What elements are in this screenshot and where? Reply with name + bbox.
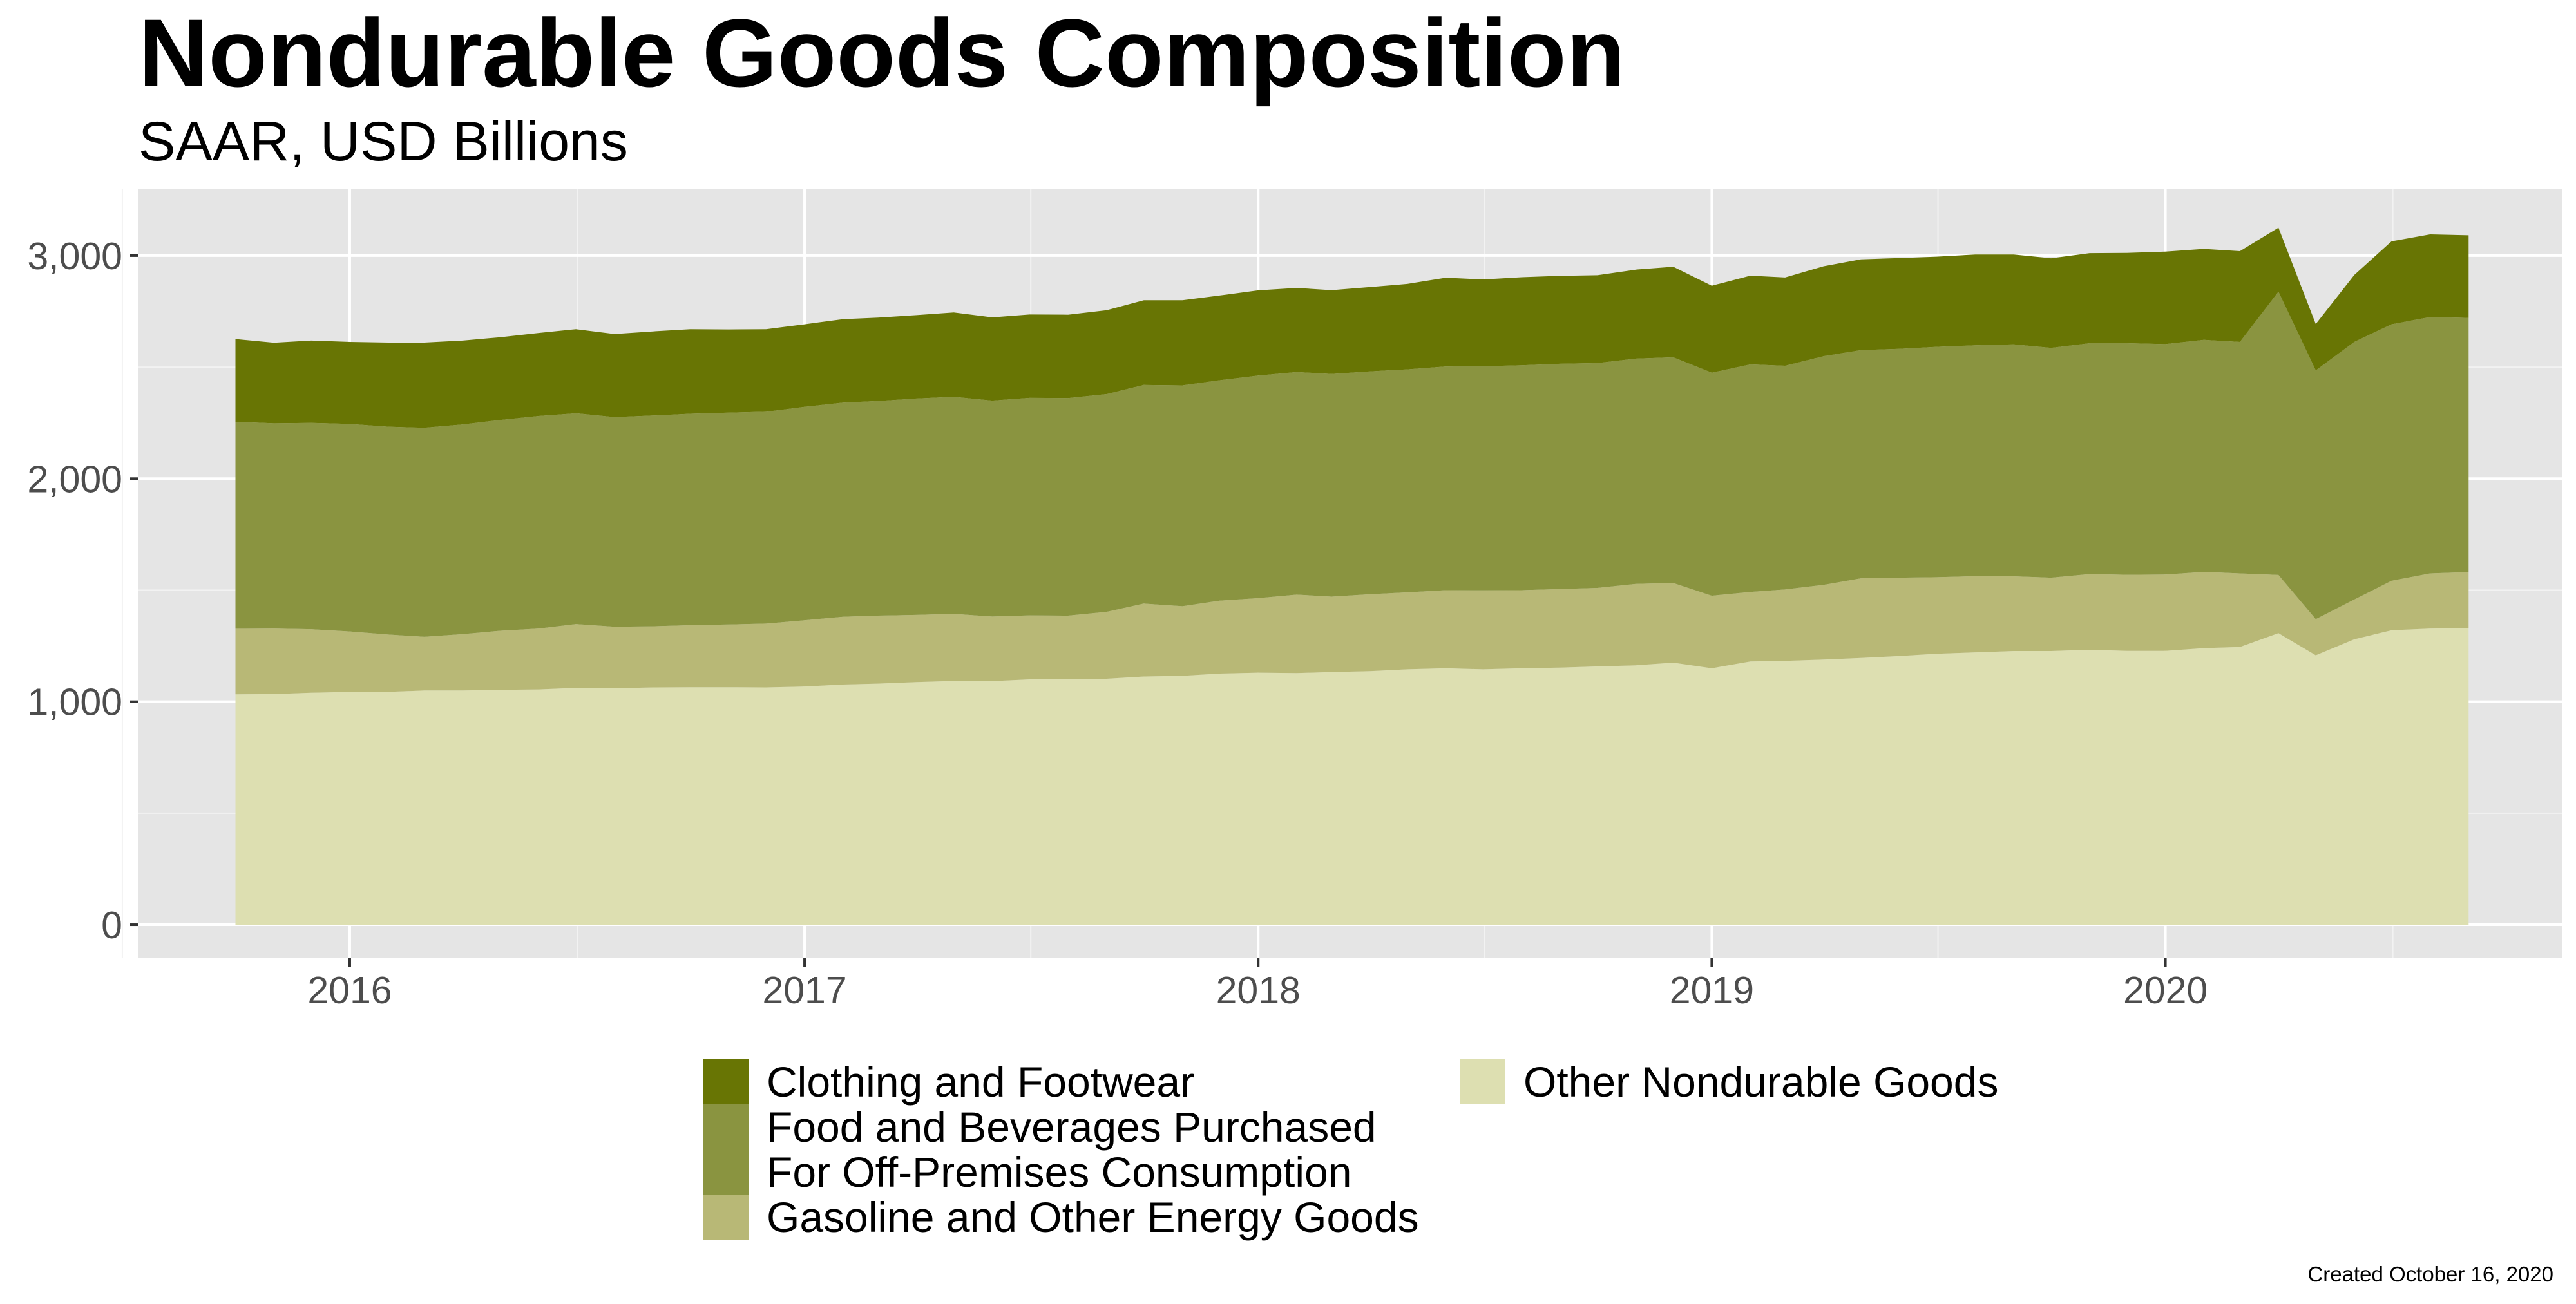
y-tick-label: 0	[101, 904, 122, 947]
chart-caption: Created October 16, 2020	[2307, 1262, 2553, 1286]
x-tick-label: 2020	[2123, 969, 2208, 1012]
legend-swatch-clothing	[703, 1059, 749, 1104]
area-series-food-and-beverages-purchased-for-off-premises-consumption	[235, 292, 2469, 637]
x-tick-label: 2018	[1216, 969, 1301, 1012]
area-series-gasoline-and-other-energy-goods	[235, 572, 2469, 695]
legend-item-clothing: Clothing and Footwear	[703, 1059, 1194, 1104]
legend-swatch-gasoline	[703, 1195, 749, 1240]
legend-label-gasoline: Gasoline and Other Energy Goods	[767, 1193, 1419, 1241]
chart-title: Nondurable Goods Composition	[138, 0, 1626, 107]
area-series-clothing-and-footwear	[235, 227, 2469, 428]
legend-swatch-food	[703, 1104, 749, 1195]
x-tick-label: 2019	[1670, 969, 1754, 1012]
y-tick-label: 2,000	[27, 458, 122, 500]
x-tick-label: 2016	[307, 969, 392, 1012]
legend-item-food: Food and Beverages Purchased For Off-Pre…	[703, 1104, 1377, 1195]
y-tick-label: 1,000	[27, 681, 122, 724]
legend-label-other: Other Nondurable Goods	[1523, 1058, 1999, 1106]
legend-label-food: Food and Beverages Purchased For Off-Pre…	[767, 1103, 1377, 1196]
x-tick-label: 2017	[762, 969, 846, 1012]
legend-swatch-other	[1460, 1059, 1505, 1104]
area-series-other-nondurable-goods	[235, 628, 2469, 925]
legend-label-clothing: Clothing and Footwear	[767, 1058, 1195, 1106]
legend-item-other: Other Nondurable Goods	[1460, 1059, 1998, 1104]
legend-item-gasoline: Gasoline and Other Energy Goods	[703, 1195, 1419, 1240]
chart-subtitle: SAAR, USD Billions	[138, 111, 628, 173]
y-tick-label: 3,000	[27, 235, 122, 278]
